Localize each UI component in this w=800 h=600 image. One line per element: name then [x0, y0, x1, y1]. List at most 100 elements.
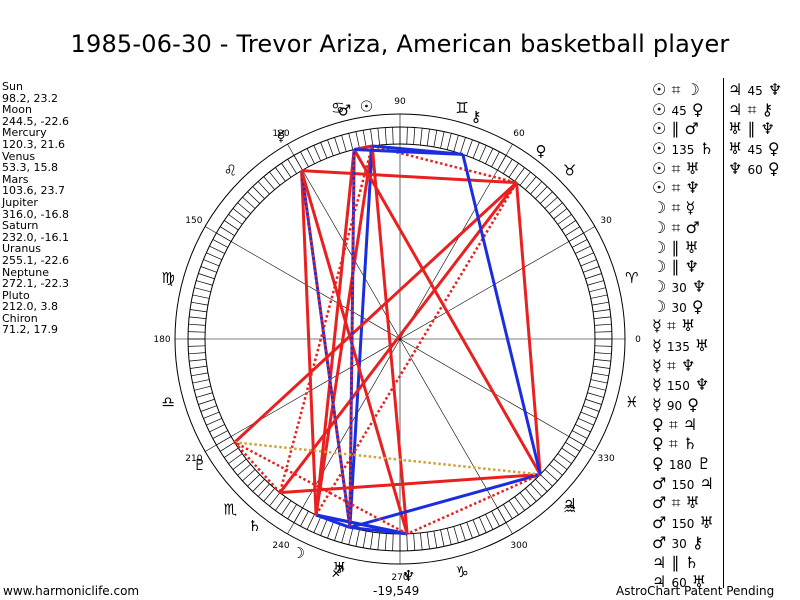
degree-tick	[306, 148, 315, 164]
aspect-line	[349, 473, 541, 529]
degree-tick	[188, 345, 206, 347]
planet-uranus-icon: ♅	[333, 559, 346, 577]
aspect-planet-b-icon: ⚷	[761, 99, 774, 119]
aspect-planet-a-icon: ☽	[652, 296, 667, 316]
aspect-planet-b-icon: ♄	[699, 139, 714, 159]
degree-tick	[572, 239, 588, 248]
aspect-row: ♀ 180 ♇	[652, 454, 714, 474]
aspect-planet-b-icon: ♄	[682, 434, 698, 454]
degree-tick	[327, 139, 334, 156]
degree-tick	[525, 176, 537, 190]
planet-name-saturn: Saturn	[2, 219, 39, 233]
degree-tick	[491, 511, 500, 527]
degree-tick	[370, 532, 374, 549]
aspect-planet-a-icon: ☉	[652, 99, 667, 119]
degree-tick	[413, 533, 416, 551]
degree-tick	[263, 176, 275, 190]
aspect-line	[301, 169, 517, 185]
degree-tick	[593, 365, 610, 369]
degree-label-150: 150	[185, 216, 202, 226]
aspect-angle: 90	[666, 399, 683, 413]
zodiac-sign-icon: ♉	[563, 161, 576, 179]
degree-label-240: 240	[272, 541, 289, 551]
aspect-planet-b-icon: ♆	[691, 276, 707, 296]
degree-tick	[242, 196, 256, 209]
degree-tick	[190, 365, 207, 369]
planet-coords-moon: 244.5, -22.6	[2, 114, 69, 128]
aspect-row: ♆ 60 ♀	[728, 159, 782, 179]
degree-tick	[232, 208, 247, 220]
aspect-line	[233, 181, 518, 444]
aspect-planet-b-icon: ☿	[685, 198, 696, 218]
planet-coords-pluto: 212.0, 3.8	[2, 300, 58, 314]
degree-tick	[593, 309, 610, 313]
degree-tick	[459, 137, 466, 154]
degree-tick	[370, 129, 374, 146]
aspect-planet-a-icon: ☽	[652, 217, 667, 237]
degree-tick	[466, 522, 473, 539]
planet-coords-sun: 98.2, 23.2	[2, 91, 58, 105]
degree-tick	[341, 135, 347, 152]
degree-tick	[485, 514, 494, 530]
aspect-planet-b-icon: ♇	[696, 454, 712, 474]
degree-tick	[459, 524, 466, 541]
aspect-line	[300, 170, 409, 535]
aspect-planet-b-icon: ♅	[685, 158, 700, 178]
degree-tick	[257, 483, 270, 497]
aspect-line	[300, 170, 352, 528]
aspect-row: ☉ 45 ♀	[652, 100, 714, 120]
zodiac-sign-icon: ♌	[224, 161, 237, 179]
degree-tick	[237, 202, 251, 214]
degree-tick	[190, 309, 207, 313]
aspect-type-icon: ⌗	[671, 80, 681, 99]
degree-tick	[594, 352, 612, 355]
aspect-planet-a-icon: ♅	[728, 119, 743, 139]
planet-neptune-icon: ♆	[402, 567, 415, 585]
aspect-row: ☽ ∥ ♅	[652, 238, 714, 258]
degree-tick	[192, 294, 210, 299]
degree-tick	[334, 137, 341, 154]
degree-tick	[224, 220, 239, 231]
aspect-row: ♃ 45 ♆	[728, 80, 782, 100]
degree-tick	[593, 316, 611, 319]
degree-tick	[565, 226, 580, 236]
degree-tick	[575, 245, 591, 254]
planet-saturn-icon: ♄	[248, 517, 261, 535]
aspect-angle: 60	[671, 576, 687, 591]
degree-tick	[200, 405, 217, 412]
degree-tick	[242, 469, 256, 482]
aspect-line	[314, 145, 374, 516]
aspect-planet-b-icon: ♀	[691, 296, 704, 316]
aspect-planet-b-icon: ♀	[687, 395, 700, 414]
degree-tick	[530, 181, 543, 195]
degree-tick	[203, 259, 220, 267]
degree-tick	[557, 214, 572, 225]
aspect-planet-b-icon: ♅	[691, 572, 707, 592]
degree-tick	[257, 181, 270, 195]
website-link[interactable]: www.harmoniclife.com	[3, 584, 140, 598]
planet-name-mars: Mars	[2, 172, 29, 186]
aspect-table-column-2: ♃ 45 ♆ ♃ ⌗ ⚷ ♅ ∥ ♆ ♅ 45 ♀ ♆ 60 ♀	[728, 80, 782, 178]
aspect-planet-a-icon: ♀	[652, 454, 664, 474]
degree-tick	[313, 516, 322, 533]
aspect-planet-a-icon: ♂	[652, 493, 667, 513]
degree-tick	[384, 127, 387, 145]
aspect-line	[515, 182, 542, 475]
degree-label-120: 120	[272, 129, 289, 139]
degree-tick	[188, 352, 206, 355]
degree-tick	[189, 359, 207, 362]
aspect-angle: 30	[671, 536, 687, 551]
aspect-planet-b-icon: ♀	[691, 99, 704, 119]
planet-coords-saturn: 232.0, -16.1	[2, 230, 69, 244]
aspect-planet-a-icon: ♃	[728, 80, 743, 99]
aspect-row: ☽ ⌗ ♂	[652, 218, 714, 238]
aspect-angle: 45	[671, 103, 687, 118]
planet-name-jupiter: Jupiter	[2, 195, 38, 209]
degree-tick	[420, 128, 423, 146]
aspect-planet-a-icon: ♅	[728, 139, 743, 159]
degree-tick	[446, 133, 452, 150]
aspect-table-divider	[723, 78, 724, 588]
aspect-angle: 135	[671, 143, 695, 158]
aspect-type-icon: ⌗	[668, 414, 678, 434]
degree-tick	[203, 411, 220, 419]
